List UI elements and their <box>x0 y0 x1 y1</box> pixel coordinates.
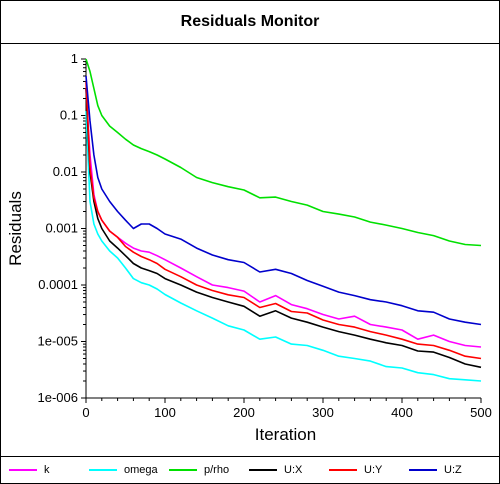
title-bar: Residuals Monitor <box>1 1 499 44</box>
series-line-u-y <box>85 81 482 360</box>
legend-swatch-ux <box>249 469 277 471</box>
x-tick-label: 0 <box>82 405 89 420</box>
y-tick-label: 0.0001 <box>38 277 78 292</box>
y-tick-label: 0.01 <box>53 164 78 179</box>
legend-item-p-rho: p/rho <box>169 462 229 478</box>
y-axis-label: Residuals <box>6 191 25 266</box>
legend-swatch-omega <box>89 469 117 471</box>
series-line-p-rho <box>85 58 482 247</box>
legend-swatch-k <box>9 469 37 471</box>
legend-item-uy: U:Y <box>329 462 382 478</box>
y-tick-label: 0.1 <box>60 108 78 123</box>
legend-label-omega: omega <box>124 464 158 476</box>
legend-item-omega: omega <box>89 462 158 478</box>
x-tick-label: 300 <box>312 405 334 420</box>
chart-title: Residuals Monitor <box>180 13 320 30</box>
y-tick-label: 1e-006 <box>38 390 78 405</box>
legend-label-k: k <box>44 464 50 476</box>
legend-label-uy: U:Y <box>364 464 383 476</box>
legend: k omega p/rho U:X U:Y U:Z <box>1 456 499 484</box>
x-tick-label: 500 <box>470 405 492 420</box>
legend-label-p-rho: p/rho <box>204 464 230 476</box>
y-tick-label: 1 <box>71 51 78 66</box>
x-tick-label: 400 <box>391 405 413 420</box>
series-line-u-x <box>85 88 482 369</box>
legend-swatch-uz <box>409 469 437 471</box>
x-axis-label: Iteration <box>255 425 316 444</box>
legend-swatch-uy <box>329 469 357 471</box>
legend-label-uz: U:Z <box>444 464 462 476</box>
x-tick-label: 100 <box>154 405 176 420</box>
legend-item-k: k <box>9 462 50 478</box>
legend-item-uz: U:Z <box>409 462 462 478</box>
legend-swatch-p-rho <box>169 469 197 471</box>
y-tick-label: 0.001 <box>45 221 78 236</box>
legend-item-ux: U:X <box>249 462 302 478</box>
x-tick-label: 200 <box>233 405 255 420</box>
series-line-u-z <box>85 75 482 326</box>
legend-label-ux: U:X <box>284 464 303 476</box>
y-tick-label: 1e-005 <box>38 334 78 349</box>
series-line-omega <box>85 110 482 382</box>
